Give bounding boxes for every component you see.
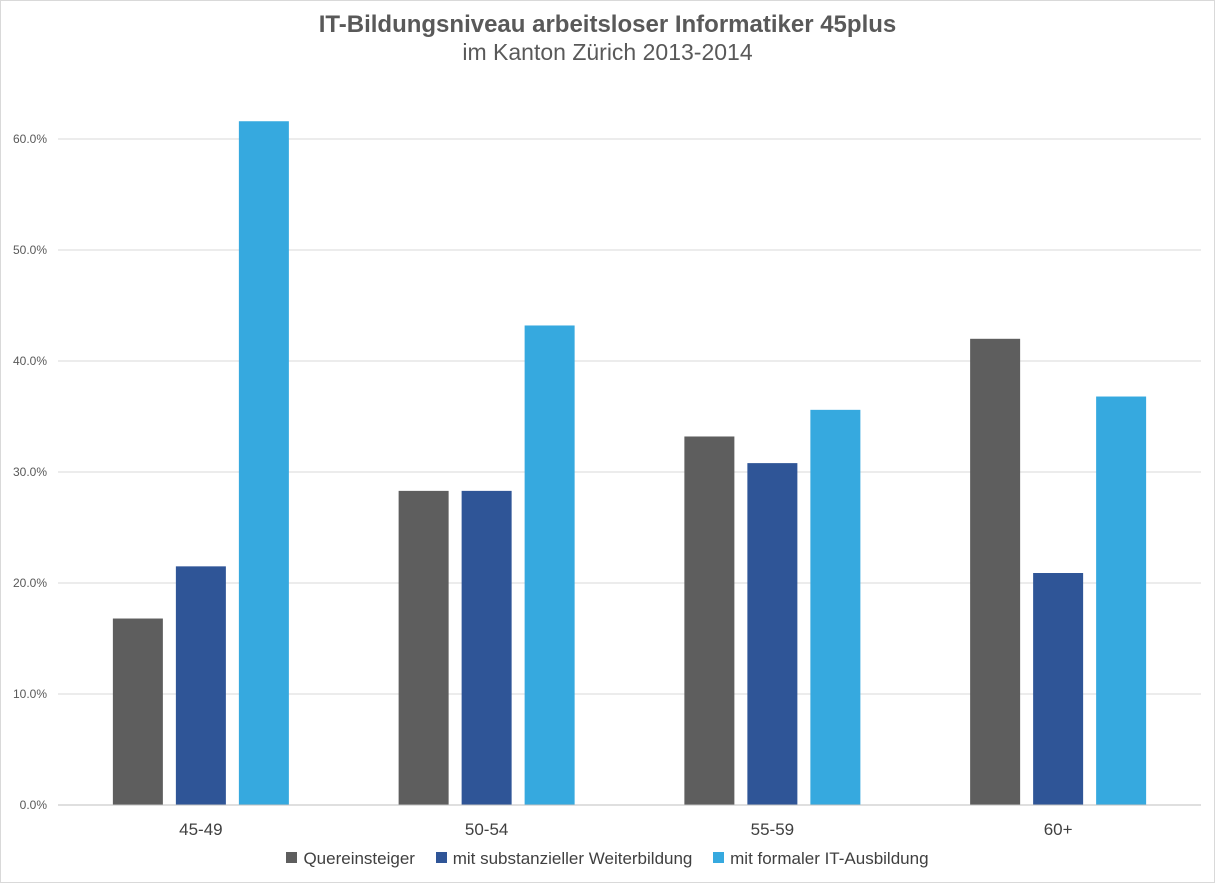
legend: Quereinsteiger mit substanzieller Weiter… (1, 849, 1214, 869)
x-tick-label: 45-49 (179, 820, 222, 839)
bar-50-54-1 (461, 490, 512, 805)
legend-item-weiterbildung: mit substanzieller Weiterbildung (435, 849, 693, 869)
y-tick-label: 20.0% (13, 576, 47, 590)
bar-60+-1 (1033, 573, 1084, 805)
legend-label: Quereinsteiger (303, 849, 415, 868)
bar-45-49-2 (238, 121, 289, 806)
legend-swatch (435, 852, 447, 863)
bar-55-59-1 (747, 463, 798, 805)
legend-swatch (713, 852, 725, 863)
gridlines (58, 138, 1201, 806)
bar-55-59-2 (810, 409, 861, 805)
legend-label: mit substanzieller Weiterbildung (452, 849, 693, 868)
bar-45-49-1 (175, 566, 226, 805)
x-tick-label: 55-59 (751, 820, 794, 839)
legend-label: mit formaler IT-Ausbildung (730, 849, 929, 868)
bars (112, 121, 1147, 806)
legend-item-quereinsteiger: Quereinsteiger (286, 849, 415, 869)
y-tick-label: 40.0% (13, 354, 47, 368)
chart-title: IT-Bildungsniveau arbeitsloser Informati… (318, 11, 897, 38)
x-tick-label: 60+ (1044, 820, 1073, 839)
y-tick-label: 30.0% (13, 465, 47, 479)
x-axis: 45-49 50-54 55-59 60+ (58, 804, 1201, 839)
bar-60+-2 (1096, 396, 1147, 805)
bar-60+-0 (970, 338, 1021, 805)
bar-55-59-0 (684, 436, 735, 805)
bar-45-49-0 (112, 618, 163, 805)
legend-item-it-ausbildung: mit formaler IT-Ausbildung (713, 849, 929, 869)
y-tick-label: 10.0% (13, 687, 47, 701)
y-tick-label: 50.0% (13, 243, 47, 257)
y-axis: 0.0% 10.0% 20.0% 30.0% 40.0% 50.0% 60.0% (13, 132, 47, 812)
chart-subtitle: im Kanton Zürich 2013-2014 (462, 39, 753, 65)
x-tick-label: 50-54 (465, 820, 508, 839)
bar-50-54-2 (524, 325, 575, 805)
y-tick-label: 60.0% (13, 132, 47, 146)
bar-50-54-0 (398, 490, 449, 805)
y-tick-label: 0.0% (20, 798, 48, 812)
legend-swatch (286, 852, 298, 863)
